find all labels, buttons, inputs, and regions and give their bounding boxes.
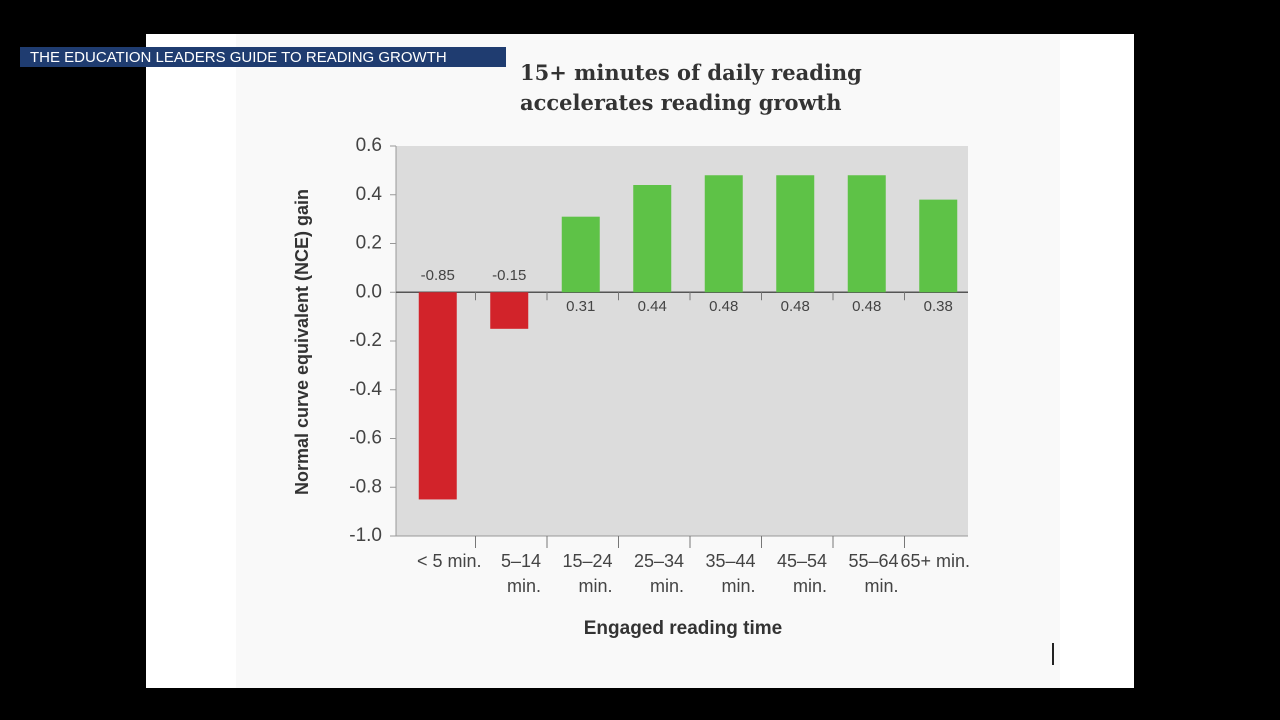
- y-tick-label: 0.0: [356, 281, 382, 302]
- x-tick-label: 45–54 min.: [776, 551, 827, 596]
- x-tick-label: 35–44 min.: [705, 551, 756, 596]
- bar: [418, 292, 457, 500]
- value-label: 0.31: [566, 298, 595, 315]
- bar: [704, 175, 743, 293]
- bar: [490, 292, 529, 329]
- y-tick-label: -0.6: [349, 428, 382, 449]
- value-label: 0.38: [924, 298, 953, 315]
- x-tick-label: 65+ min.: [900, 551, 970, 571]
- value-label: -0.15: [492, 267, 526, 284]
- y-tick-label: 0.4: [356, 184, 383, 205]
- y-tick-label: -1.0: [349, 525, 382, 546]
- value-label: -0.85: [421, 267, 455, 284]
- x-tick-label: 15–24 min.: [562, 551, 613, 596]
- value-label: 0.48: [709, 298, 738, 315]
- y-axis-label: Normal curve equivalent (NCE) gain: [292, 189, 312, 495]
- x-tick-label: 25–34 min.: [633, 551, 684, 596]
- x-axis-label: Engaged reading time: [584, 618, 782, 639]
- x-tick-label: < 5 min.: [416, 551, 482, 571]
- y-tick-label: -0.2: [349, 330, 382, 351]
- x-tick-label: 5–14 min.: [500, 551, 541, 596]
- y-tick-label: -0.4: [349, 379, 382, 400]
- x-tick-label: 55–64 min.: [848, 551, 899, 596]
- bar: [919, 199, 958, 293]
- value-label: 0.48: [781, 298, 810, 315]
- y-tick-label: -0.8: [349, 476, 382, 497]
- y-tick-label: 0.2: [356, 233, 382, 254]
- chart-title: 15+ minutes of daily reading accelerates…: [520, 60, 862, 115]
- banner: THE EDUCATION LEADERS GUIDE TO READING G…: [20, 47, 506, 67]
- bar: [561, 216, 600, 293]
- value-label: 0.48: [852, 298, 881, 315]
- bar: [776, 175, 815, 293]
- bar: [633, 185, 672, 293]
- bar: [847, 175, 886, 293]
- y-tick-label: 0.6: [356, 135, 382, 156]
- value-label: 0.44: [638, 298, 667, 315]
